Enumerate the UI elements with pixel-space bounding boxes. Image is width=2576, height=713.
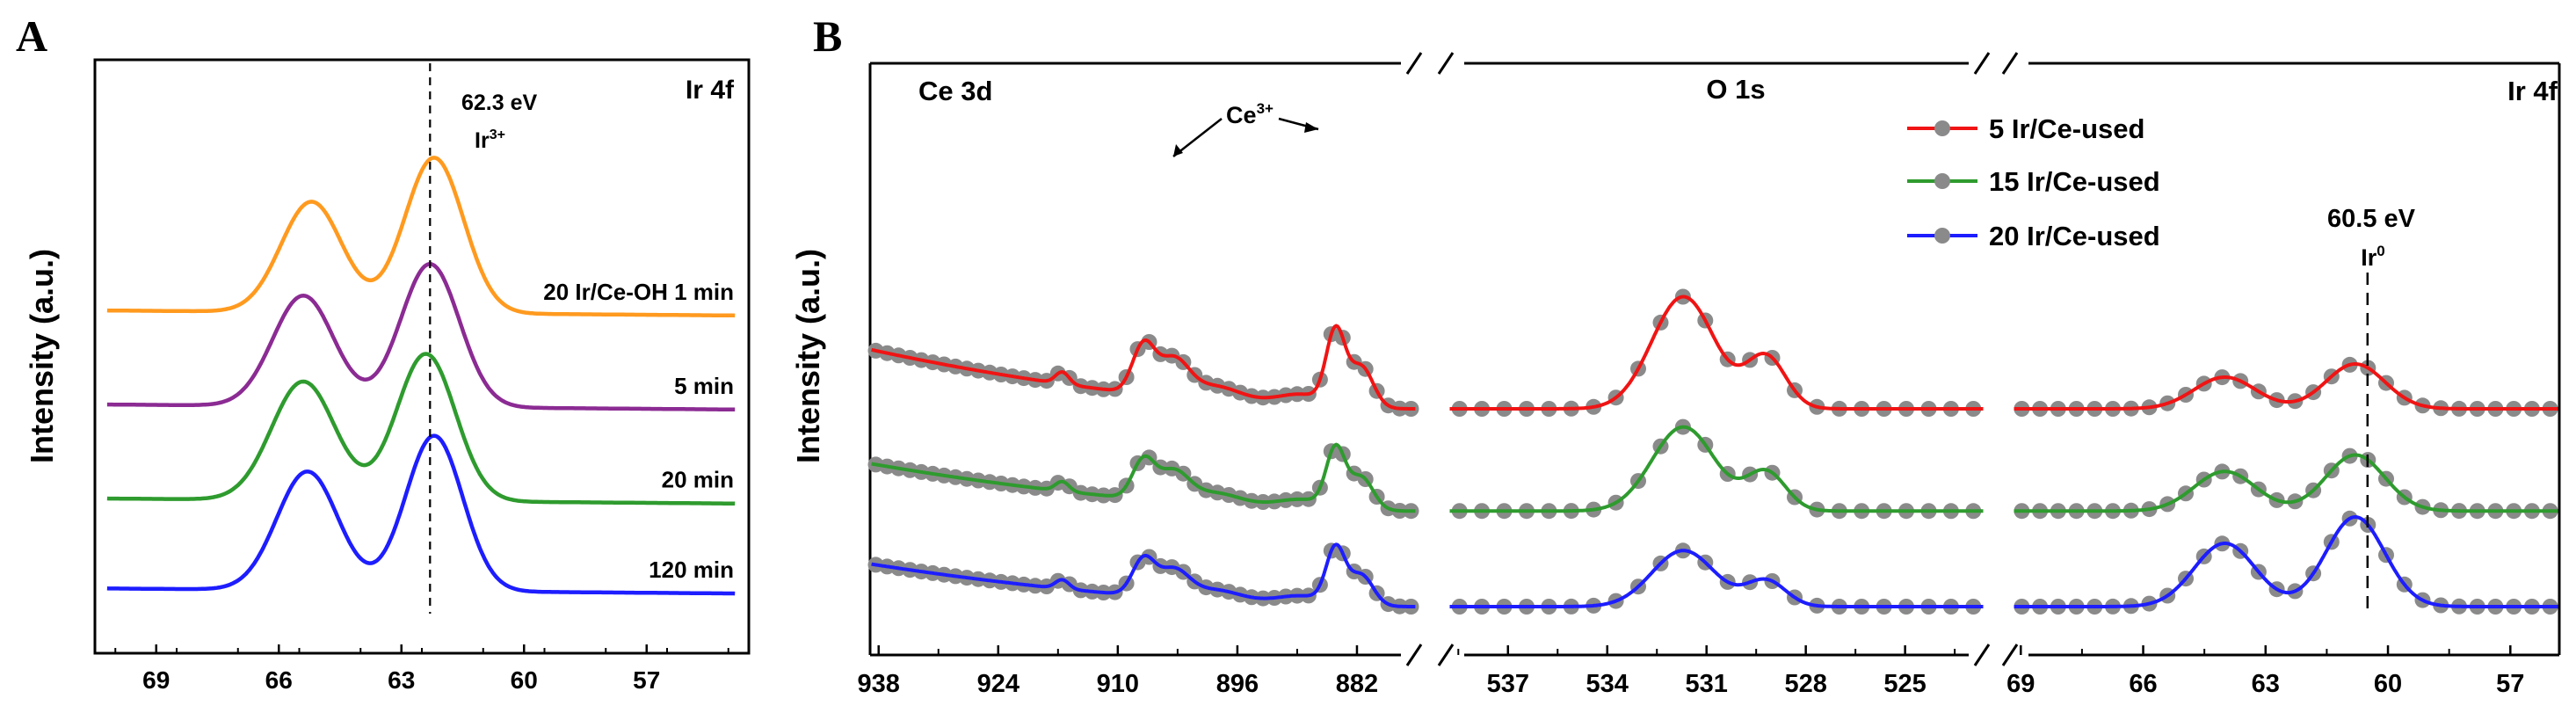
series-line <box>2014 362 2558 411</box>
ir0-annotation-energy: 60.5 eV <box>2327 205 2416 233</box>
ce3-arrow-left <box>1172 118 1223 157</box>
series-line <box>106 433 736 596</box>
panel-a-series <box>106 156 736 596</box>
x-tick-label: 69 <box>142 666 170 694</box>
series-line <box>106 352 736 506</box>
legend-entry-15-ir: 15 Ir/Ce-used <box>1907 166 2160 197</box>
axis-break-mark <box>1437 644 1455 666</box>
segment-title-o1s: O 1s <box>1706 74 1765 105</box>
x-tick-label: 57 <box>633 666 660 694</box>
panel-a-series-labels: 20 Ir/Ce-OH 1 min 5 min 20 min 120 min <box>543 279 734 583</box>
legend-entry-20-ir: 20 Ir/Ce-used <box>1907 221 2160 251</box>
series-line <box>2014 514 2558 608</box>
x-tick-label: 896 <box>1216 670 1259 698</box>
segment-title-ir4f: Ir 4f <box>2507 76 2558 106</box>
x-tick-label: 66 <box>2129 670 2157 698</box>
axis-break-mark <box>2001 52 2019 75</box>
x-tick-label: 60 <box>511 666 538 694</box>
ce3-arrowhead-right <box>1304 122 1318 133</box>
panel-a-title: Ir 4f <box>686 76 735 105</box>
ir0-annotation-state: Ir0 <box>2361 243 2384 271</box>
x-tick-label: 525 <box>1883 670 1926 698</box>
panel-b-series <box>867 288 2558 615</box>
x-tick-label: 534 <box>1586 670 1629 698</box>
axis-break-mark <box>1405 52 1423 75</box>
x-tick-label: 66 <box>265 666 293 694</box>
axis-break-mark <box>1437 52 1455 75</box>
x-tick-label: 924 <box>977 670 1020 698</box>
ce3-annotation: Ce3+ <box>1226 100 1273 128</box>
legend-label: 20 Ir/Ce-used <box>1989 221 2160 251</box>
panel-b-legend: 5 Ir/Ce-used 15 Ir/Ce-used 20 Ir/Ce-used <box>1907 113 2160 251</box>
series-label: 120 min <box>649 557 734 583</box>
x-tick-label: 63 <box>2252 670 2280 698</box>
legend-entry-5-ir: 5 Ir/Ce-used <box>1907 113 2144 144</box>
axis-break-mark <box>1405 644 1423 666</box>
panel-b-ylabel: Intensity (a.u.) <box>790 249 826 463</box>
x-tick-label: 69 <box>2006 670 2035 698</box>
x-tick-label: 57 <box>2496 670 2524 698</box>
panel-a-annotation-state: Ir3+ <box>475 127 505 153</box>
series-label: 20 min <box>662 467 734 493</box>
legend-swatch-marker <box>1934 120 1950 136</box>
x-tick-label: 63 <box>388 666 415 694</box>
legend-label: 15 Ir/Ce-used <box>1989 166 2160 197</box>
panel-a-annotation-energy: 62.3 eV <box>461 91 538 115</box>
series-line <box>871 542 1416 608</box>
series-line <box>106 156 736 318</box>
panel-label-b: B <box>813 11 842 61</box>
panel-a-x-axis: 69 66 63 60 57 <box>114 644 729 694</box>
panel-b-x-axis: 938 924 910 896 882 537 534 531 528 525 69 66 63 60 57 <box>858 645 2524 698</box>
series-line <box>871 442 1416 513</box>
panel-label-a: A <box>16 11 47 61</box>
x-tick-label: 531 <box>1686 670 1728 698</box>
series-line <box>1449 295 1984 411</box>
series-line <box>2014 453 2558 513</box>
panel-b-chart: Intensity (a.u.) 938 924 910 896 882 537 534 53… <box>790 52 2561 698</box>
panel-b-frames <box>868 52 2561 666</box>
ce3-arrowhead-left <box>1173 144 1183 156</box>
x-tick-label: 938 <box>858 670 900 698</box>
x-tick-label: 60 <box>2374 670 2402 698</box>
series-label: 5 min <box>674 373 734 399</box>
panel-a-chart: Intensity (a.u.) Ir 4f 69 66 63 60 57 62.3 e… <box>24 58 751 694</box>
x-tick-label: 537 <box>1487 670 1529 698</box>
series-line <box>871 324 1416 411</box>
series-line <box>106 262 736 412</box>
x-tick-label: 528 <box>1784 670 1826 698</box>
series-line <box>1449 549 1984 608</box>
panel-a-ylabel: Intensity (a.u.) <box>24 249 60 463</box>
series-line <box>1449 425 1984 513</box>
axis-break-mark <box>1973 644 1991 666</box>
legend-swatch-marker <box>1934 228 1950 244</box>
axis-break-mark <box>2001 644 2019 666</box>
x-tick-label: 910 <box>1097 670 1139 698</box>
x-tick-label: 882 <box>1336 670 1378 698</box>
series-label: 20 Ir/Ce-OH 1 min <box>543 279 734 305</box>
segment-title-ce3d: Ce 3d <box>918 76 992 106</box>
legend-label: 5 Ir/Ce-used <box>1989 113 2144 144</box>
legend-swatch-marker <box>1934 173 1950 189</box>
axis-break-mark <box>1973 52 1991 75</box>
